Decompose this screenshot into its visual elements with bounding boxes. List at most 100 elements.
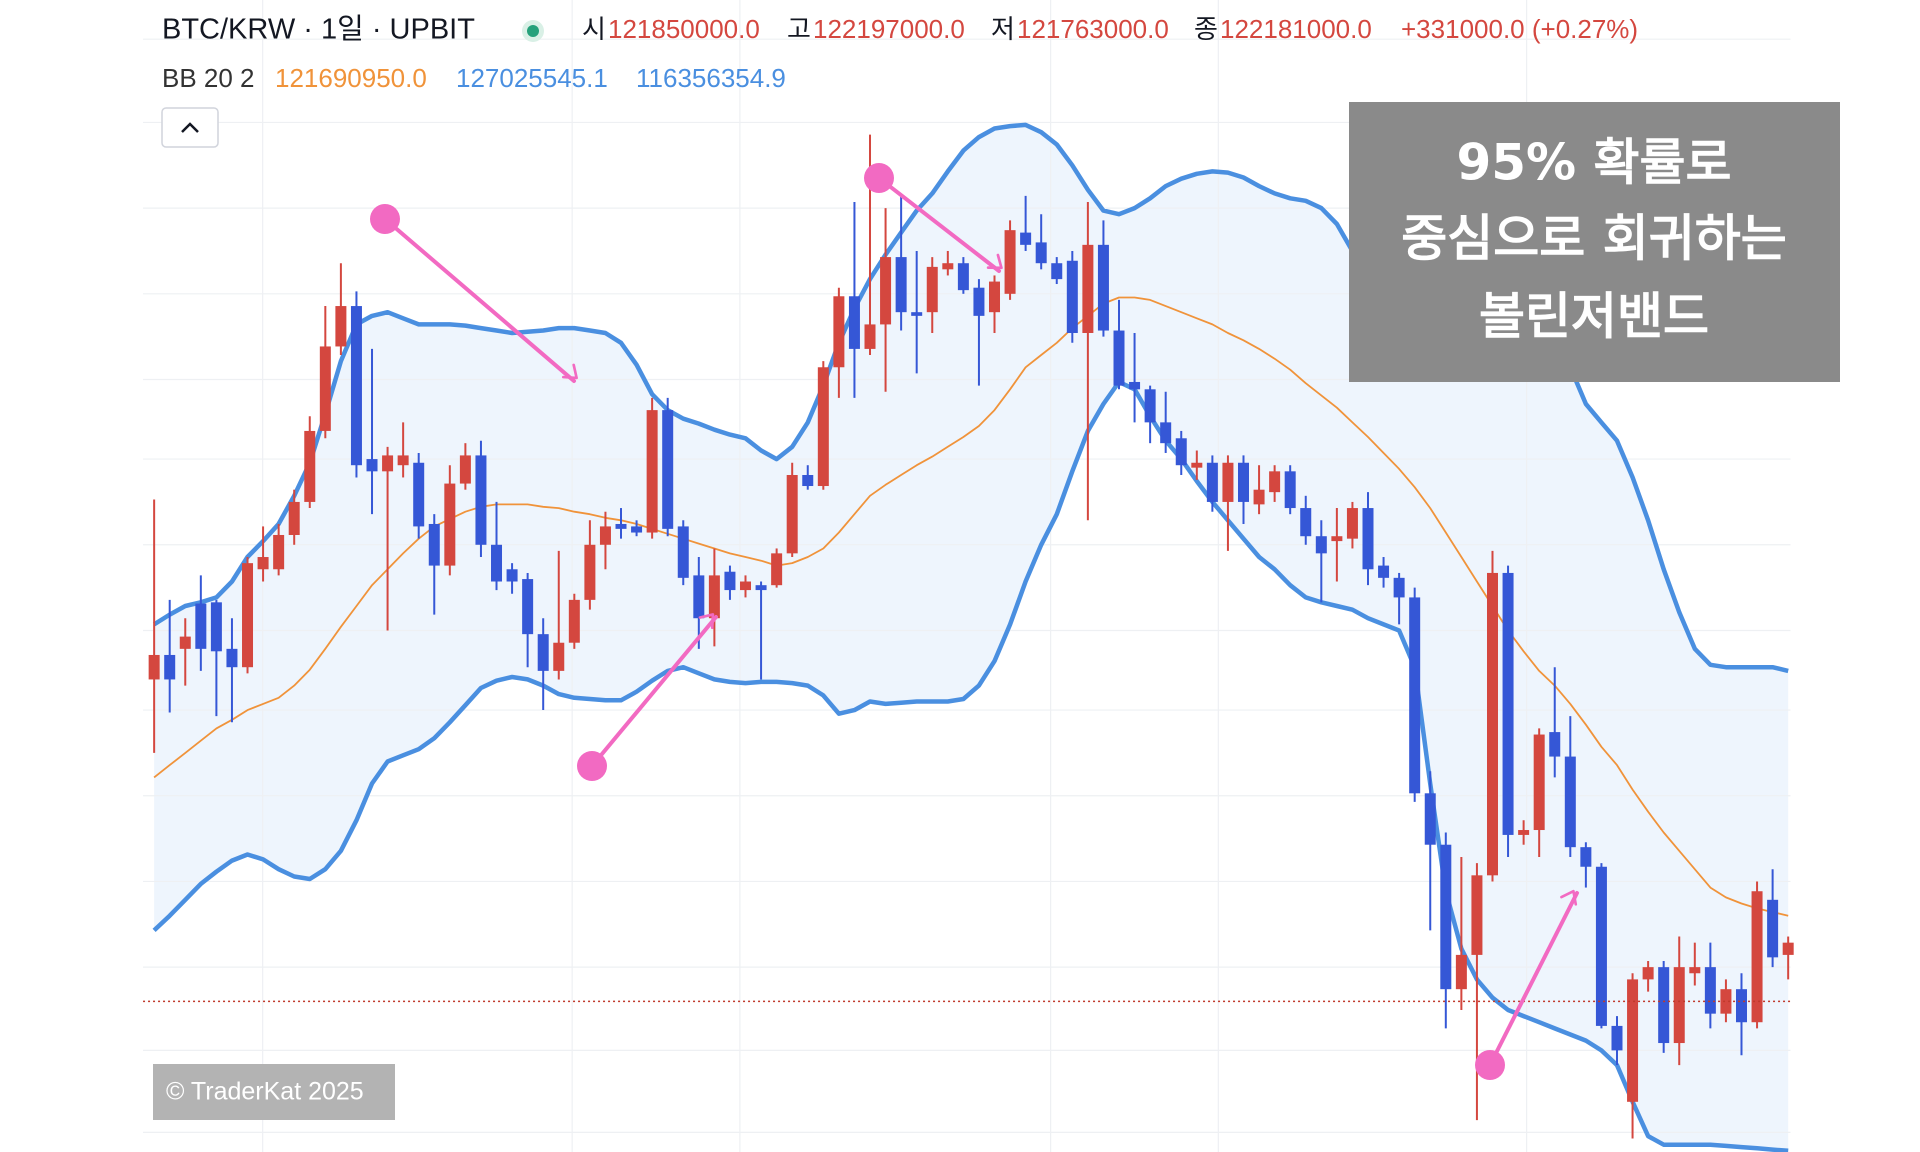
candle-body (1424, 793, 1436, 845)
status-dot (527, 25, 539, 37)
indicator-reading: 127025545.1 (456, 63, 608, 93)
candle-body (350, 306, 362, 466)
candle-body (335, 306, 347, 347)
arrows (370, 163, 1579, 1080)
candle-body (1020, 232, 1032, 245)
candle-body (1315, 536, 1327, 554)
candle-body (242, 563, 254, 668)
candle-body (584, 544, 596, 600)
candle-body (1440, 844, 1452, 990)
candle-body (1144, 389, 1156, 423)
candle-body (957, 263, 969, 291)
ohlc-label: 시 (582, 14, 606, 44)
candle-body (1393, 577, 1405, 598)
candle-body (1782, 942, 1794, 955)
watermark-box (153, 1064, 395, 1120)
candle-body (1564, 756, 1576, 848)
candle-body (880, 257, 892, 325)
ohlc-label: 고 (787, 14, 811, 44)
candle-body (1160, 422, 1172, 444)
candle-body (1642, 967, 1654, 980)
candle-body (1549, 732, 1561, 757)
candle-body (1704, 967, 1716, 1014)
candle-body (179, 636, 191, 649)
ohlc-value: 121763000.0 (1017, 14, 1169, 44)
candle-body (1595, 866, 1607, 1026)
change: +331000.0 (+0.27%) (1401, 14, 1638, 44)
annotation-line: 볼린저밴드 (1479, 288, 1709, 346)
candle-body (1331, 536, 1343, 542)
candle-body (1066, 260, 1078, 333)
ohlc-value: 121850000.0 (608, 14, 760, 44)
ohlc-legend: 시 121850000.0 고 122197000.0 저 121763000.0 종 122… (582, 14, 1372, 44)
candle-body (1751, 891, 1763, 1023)
candle-body (1658, 967, 1670, 1044)
grid-layer (143, 0, 1791, 1152)
candle-body (491, 544, 503, 582)
candle-body (1222, 462, 1234, 502)
candle-body (1378, 565, 1390, 578)
indicator-label: BB 20 2 (162, 63, 255, 93)
candle-body (1082, 244, 1094, 333)
candle-body (475, 455, 487, 545)
candle-body (319, 346, 331, 431)
candle-body (1580, 847, 1592, 867)
candle-body (989, 281, 1001, 313)
candle-body (413, 462, 425, 527)
candle-body (708, 575, 720, 619)
candle-body (973, 287, 985, 316)
candle-body (1035, 242, 1047, 264)
candle-body (506, 569, 518, 582)
candle-body (693, 575, 705, 619)
candle-body (459, 455, 471, 484)
candle-body (257, 557, 269, 570)
arrow (590, 613, 718, 768)
ohlc-value: 122197000.0 (813, 14, 965, 44)
candle-body (210, 602, 222, 652)
annotation-line: 95% 확률로 (1456, 134, 1731, 192)
candle-body (646, 410, 658, 533)
candle-body (1611, 1025, 1623, 1051)
candle-body (864, 324, 876, 349)
candle-body (1253, 489, 1265, 505)
candle-body (802, 475, 814, 487)
candle-body (1673, 967, 1685, 1044)
candle-body (771, 553, 783, 586)
candle-body (599, 526, 611, 545)
candle-body (522, 579, 534, 635)
arrow (1488, 889, 1579, 1067)
candle-body (926, 266, 938, 313)
candle-body (1300, 508, 1312, 537)
candle-body (1129, 381, 1141, 390)
middle-band (153, 296, 1789, 917)
candle-body (1720, 989, 1732, 1014)
candle-body (1362, 508, 1374, 570)
candle-body (1113, 330, 1125, 386)
candle-body (397, 455, 409, 466)
candle-body (677, 526, 689, 578)
candle-body (755, 585, 767, 591)
candle-body (1051, 263, 1063, 280)
watermark: © TraderKat 2025 (166, 1078, 364, 1106)
candle-body (1455, 954, 1467, 990)
candle-body (1097, 244, 1109, 331)
collapse-button[interactable] (161, 107, 219, 148)
candle-body (817, 367, 829, 487)
candle-body (568, 599, 580, 643)
chart-title: BTC/KRW · 1일 · UPBIT (162, 14, 475, 46)
candle-body (304, 430, 316, 502)
candle-body (1237, 462, 1249, 502)
candle-body (1346, 508, 1358, 539)
indicator-reading: 121690950.0 (275, 63, 427, 93)
candle-body (1627, 979, 1639, 1102)
candle-body (1486, 572, 1498, 876)
candle-body (1518, 830, 1530, 835)
candle-body (1767, 899, 1779, 958)
annotation-box (1349, 102, 1840, 382)
candle-body (273, 534, 285, 570)
candle-body (288, 501, 300, 535)
candle-body (382, 455, 394, 472)
candle-body (833, 296, 845, 368)
candle-body (740, 581, 752, 591)
